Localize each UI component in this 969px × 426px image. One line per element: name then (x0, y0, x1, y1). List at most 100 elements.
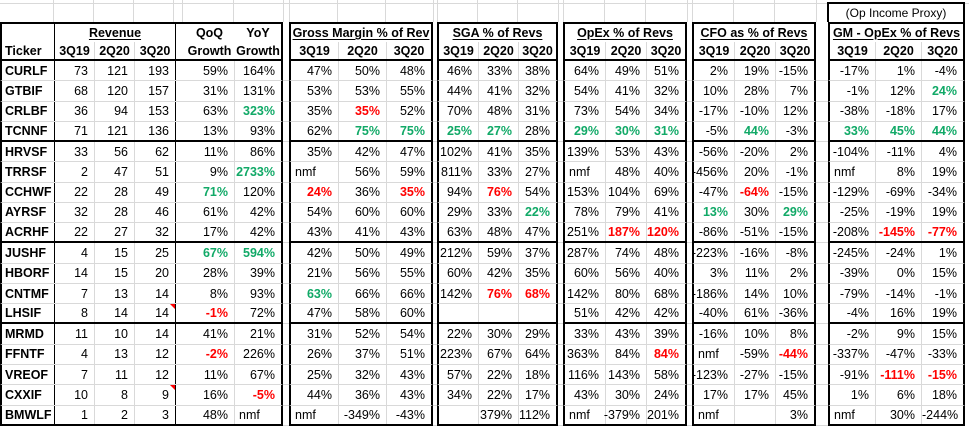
cell-sga-3Q20[interactable]: 32% (524, 83, 550, 98)
header-qoq-growth[interactable]: Growth (187, 43, 232, 58)
cell-sga-3Q20[interactable]: 18% (524, 367, 550, 382)
cell-cfo-2Q20[interactable]: 17% (735, 385, 776, 405)
separator-column[interactable] (175, 24, 184, 42)
cell-opex-3Q20[interactable]: 68% (653, 286, 679, 301)
cell-sga-3Q19[interactable] (439, 405, 479, 424)
cell-gm-2Q20[interactable]: 53% (339, 81, 387, 101)
cell-gmopex-3Q19[interactable]: -1% (830, 81, 876, 101)
cell-qoq-growth[interactable]: 28% (184, 263, 235, 283)
cell-sga-3Q20[interactable]: 28% (524, 123, 550, 138)
cell-sga-2Q20[interactable]: 41% (479, 81, 519, 101)
cell-sga-3Q20[interactable]: 17% (524, 387, 550, 402)
cell-opex-3Q19[interactable]: nmf (565, 162, 606, 182)
header-rev-3Q19[interactable]: 3Q19 (55, 42, 95, 59)
cell-yoy-growth[interactable]: 72% (249, 306, 275, 321)
cell-opex-2Q20[interactable]: 84% (606, 344, 647, 364)
cell-gmopex-3Q19[interactable]: -79% (830, 283, 876, 304)
cell-opex-2Q20[interactable]: -379% (604, 405, 647, 424)
cell-gm-3Q20[interactable]: 66% (399, 286, 425, 301)
cell-cfo-2Q20[interactable]: -10% (735, 101, 776, 121)
cell-qoq-growth[interactable]: 41% (184, 324, 235, 344)
cell-gm-2Q20[interactable]: 75% (339, 121, 387, 141)
cell-sga-3Q19[interactable]: 34% (439, 385, 479, 405)
cell-rev-2Q20[interactable]: 8 (95, 385, 135, 405)
cell-sga-3Q19[interactable]: 46% (439, 61, 479, 81)
ticker-cell[interactable]: TRRSF (2, 162, 55, 182)
cell-gmopex-3Q19[interactable]: -337% (830, 344, 876, 364)
cell-sga-3Q19[interactable]: 22% (439, 324, 479, 344)
cell-opex-2Q20[interactable]: 42% (606, 304, 647, 323)
cell-gm-3Q19[interactable]: 44% (291, 385, 339, 405)
cell-yoy-growth[interactable]: -5% (252, 387, 275, 402)
cell-rev-3Q20[interactable]: 12 (155, 347, 169, 362)
cell-opex-3Q19[interactable]: 363% (565, 344, 606, 364)
cell-sga-3Q19[interactable]: 70% (439, 101, 479, 121)
cell-gm-2Q20[interactable]: 35% (339, 101, 387, 121)
cell-rev-3Q20[interactable]: 62 (155, 144, 169, 159)
cell-gmopex-2Q20[interactable]: 6% (876, 385, 922, 405)
cell-yoy-growth[interactable]: 39% (249, 266, 275, 281)
cell-gm-3Q19[interactable]: 26% (291, 344, 339, 364)
cell-rev-3Q20[interactable]: 157 (148, 83, 169, 98)
ticker-cell[interactable]: ACRHF (2, 223, 55, 242)
cell-gmopex-3Q19[interactable]: -104% (830, 142, 876, 162)
cell-gmopex-2Q20[interactable]: 30% (876, 405, 922, 424)
ticker-cell[interactable]: GTBIF (2, 81, 55, 101)
header-opex-3Q20[interactable]: 3Q20 (650, 43, 682, 58)
cell-cfo-3Q19[interactable]: -47% (694, 182, 735, 202)
cell-cfo-3Q19[interactable]: 2% (694, 61, 735, 81)
cell-sga-3Q19[interactable]: 25% (439, 121, 479, 141)
separator-column[interactable] (175, 364, 184, 385)
cell-sga-2Q20[interactable]: 48% (479, 101, 519, 121)
cell-sga-2Q20[interactable]: 22% (479, 364, 519, 385)
header-sga-3Q20[interactable]: 3Q20 (522, 43, 553, 58)
cell-opex-3Q20[interactable]: 201% (647, 407, 679, 422)
cell-cfo-2Q20[interactable]: 11% (735, 263, 776, 283)
cell-gm-3Q19[interactable]: 62% (291, 121, 339, 141)
cell-opex-3Q19[interactable]: 43% (565, 385, 606, 405)
cell-cfo-2Q20[interactable]: 30% (735, 202, 776, 223)
cell-gmopex-3Q20[interactable]: 24% (931, 83, 957, 98)
cell-rev-3Q19[interactable]: 68 (55, 81, 95, 101)
cell-cfo-3Q19[interactable]: 3% (694, 263, 735, 283)
cell-yoy-growth[interactable]: 93% (249, 123, 275, 138)
cell-yoy-growth[interactable]: 2733% (236, 164, 275, 179)
cell-opex-3Q19[interactable]: nmf (565, 405, 606, 424)
cell-cfo-3Q20[interactable]: 12% (782, 104, 808, 119)
ticker-cell[interactable]: BMWLF (2, 405, 55, 424)
cell-rev-2Q20[interactable]: 13 (95, 283, 135, 304)
cell-gm-3Q19[interactable]: 24% (291, 182, 339, 202)
cell-cfo-3Q20[interactable]: -1% (785, 164, 808, 179)
cell-sga-2Q20[interactable]: 22% (479, 385, 519, 405)
cell-gmopex-3Q19[interactable]: -208% (830, 223, 876, 242)
cell-opex-2Q20[interactable]: 79% (606, 202, 647, 223)
cell-sga-3Q19[interactable]: 63% (439, 223, 479, 242)
cell-cfo-3Q19[interactable]: -123% (692, 364, 735, 385)
cell-gmopex-2Q20[interactable]: -14% (876, 283, 922, 304)
cell-rev-2Q20[interactable]: 13 (95, 344, 135, 364)
cell-qoq-growth[interactable]: 71% (184, 182, 235, 202)
cell-gmopex-3Q20[interactable]: 1% (938, 246, 957, 261)
cell-rev-3Q19[interactable]: 2 (55, 162, 95, 182)
cell-sga-2Q20[interactable]: 42% (479, 263, 519, 283)
cell-gmopex-3Q20[interactable]: -15% (927, 367, 957, 382)
cell-gm-3Q20[interactable]: 55% (399, 83, 425, 98)
cell-gmopex-2Q20[interactable]: 9% (876, 324, 922, 344)
cell-qoq-growth[interactable]: 63% (184, 101, 235, 121)
cell-opex-3Q20[interactable]: 34% (653, 104, 679, 119)
cell-gm-2Q20[interactable]: 52% (339, 324, 387, 344)
cell-gmopex-3Q19[interactable]: nmf (830, 162, 876, 182)
cell-rev-2Q20[interactable]: 14 (95, 304, 135, 323)
cell-rev-2Q20[interactable]: 11 (95, 364, 135, 385)
cell-cfo-3Q20[interactable]: -15% (778, 367, 808, 382)
ticker-cell[interactable]: HBORF (2, 263, 55, 283)
cell-gm-2Q20[interactable]: 37% (339, 344, 387, 364)
cell-cfo-3Q20[interactable]: 3% (789, 407, 808, 422)
separator-column[interactable] (175, 101, 184, 121)
cell-gmopex-2Q20[interactable]: -69% (876, 182, 922, 202)
cell-cfo-2Q20[interactable]: -59% (735, 344, 776, 364)
cell-cfo-2Q20[interactable]: 10% (735, 324, 776, 344)
cell-rev-3Q20[interactable]: 136 (148, 123, 169, 138)
cell-rev-3Q19[interactable]: 4 (55, 243, 95, 263)
cell-gm-3Q19[interactable]: 53% (291, 81, 339, 101)
